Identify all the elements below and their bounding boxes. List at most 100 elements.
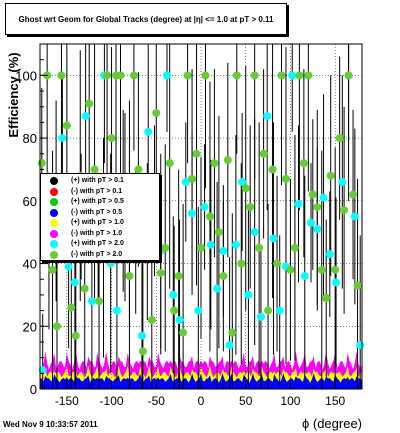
- data-point: [350, 212, 359, 221]
- data-point: [237, 259, 246, 268]
- data-point: [52, 322, 61, 331]
- data-point: [152, 109, 161, 117]
- legend-label: (+) with pT > 0.1: [71, 177, 124, 184]
- legend-marker: [50, 229, 58, 238]
- y-tick-label: 80: [23, 131, 37, 146]
- data-point: [169, 290, 178, 299]
- data-point: [201, 71, 210, 80]
- data-point: [206, 240, 215, 249]
- timestamp: Wed Nov 9 10:33:57 2011: [3, 420, 98, 429]
- data-point: [219, 272, 228, 281]
- data-point: [103, 71, 112, 80]
- legend-marker: [50, 208, 58, 217]
- legend-label: (+) with pT > 0.5: [71, 198, 124, 205]
- data-point: [250, 228, 259, 237]
- y-tick-label: 40: [23, 257, 37, 272]
- data-point: [307, 218, 316, 227]
- data-point: [194, 306, 203, 315]
- data-points: [37, 71, 365, 375]
- data-point: [294, 199, 303, 208]
- legend-marker: [50, 177, 58, 185]
- x-tick-label: 0: [198, 394, 205, 408]
- data-point: [112, 306, 121, 315]
- x-axis-label: ϕ (degree): [302, 416, 362, 431]
- data-point: [264, 306, 273, 315]
- data-point: [175, 316, 184, 324]
- legend-item: (+) with pT > 0.1: [41, 176, 159, 187]
- data-point: [90, 165, 99, 174]
- legend-item: (+) with pT > 1.0: [41, 218, 159, 229]
- data-point: [147, 316, 156, 324]
- data-point: [238, 178, 247, 186]
- data-point: [125, 272, 134, 281]
- x-tick-label: 100: [280, 394, 300, 408]
- legend: (+) with pT > 0.1 (-) with pT > 0.1 (+) wi…: [40, 173, 160, 261]
- data-point: [200, 203, 209, 212]
- data-point: [275, 306, 284, 315]
- data-point: [107, 134, 116, 143]
- legend-marker: [50, 187, 58, 196]
- data-point: [304, 71, 313, 80]
- data-point: [308, 190, 317, 199]
- legend-label: (-) with pT > 0.5: [71, 208, 123, 216]
- data-point: [156, 268, 165, 277]
- data-point: [80, 284, 89, 293]
- legend-label: (-) with pT > 2.0: [71, 250, 123, 258]
- data-point: [295, 71, 304, 80]
- data-point: [344, 71, 353, 80]
- data-point: [64, 262, 73, 271]
- data-point: [335, 134, 344, 143]
- legend-item: (-) with pT > 2.0: [41, 250, 159, 261]
- data-point: [210, 159, 219, 168]
- data-point: [192, 149, 201, 158]
- legend-marker: [50, 219, 58, 227]
- data-point: [228, 328, 237, 337]
- data-point: [179, 328, 188, 337]
- data-point: [188, 174, 197, 183]
- legend-label: (+) with pT > 2.0: [71, 240, 124, 247]
- data-point: [116, 71, 125, 80]
- data-point: [106, 259, 115, 268]
- data-point: [290, 243, 299, 252]
- y-tick-label: 0: [30, 382, 37, 397]
- legend-marker: [50, 240, 58, 248]
- x-tick-label: 50: [239, 394, 253, 408]
- legend-label: (-) with pT > 1.0: [71, 229, 123, 237]
- data-point: [71, 331, 80, 340]
- data-point: [288, 71, 297, 80]
- y-tick-label: 20: [23, 319, 37, 334]
- data-point: [268, 165, 277, 174]
- data-point: [170, 306, 179, 315]
- axes: -150 -100 -50 0 50 100 150 0 20 40 60 80 100: [15, 59, 359, 408]
- x-tick-label: 150: [325, 394, 345, 408]
- x-tick-label: -100: [100, 394, 124, 408]
- x-tick-label: -50: [148, 394, 166, 408]
- data-point: [225, 341, 234, 350]
- data-point: [87, 297, 96, 306]
- data-point: [322, 294, 331, 303]
- data-point: [213, 284, 222, 293]
- data-point: [300, 272, 309, 281]
- data-point: [263, 112, 272, 121]
- data-point: [57, 71, 66, 80]
- data-point: [137, 331, 146, 340]
- data-point: [256, 312, 265, 321]
- legend-item: (+) with pT > 0.5: [41, 197, 159, 208]
- data-point: [188, 209, 197, 218]
- legend-item: (-) with pT > 0.5: [41, 208, 159, 219]
- legend-item: (-) with pT > 0.1: [41, 187, 159, 198]
- data-point: [331, 265, 340, 274]
- data-point: [197, 243, 205, 252]
- data-point: [205, 212, 214, 221]
- data-point: [317, 265, 326, 274]
- data-point: [255, 243, 264, 252]
- legend-marker: [50, 198, 58, 206]
- data-point: [250, 71, 259, 80]
- data-point: [37, 159, 46, 168]
- data-point: [325, 250, 334, 259]
- data-point: [340, 206, 349, 215]
- legend-label: (+) with pT > 1.0: [71, 219, 124, 226]
- data-point: [129, 71, 138, 80]
- data-point: [161, 243, 170, 252]
- data-point: [95, 297, 104, 306]
